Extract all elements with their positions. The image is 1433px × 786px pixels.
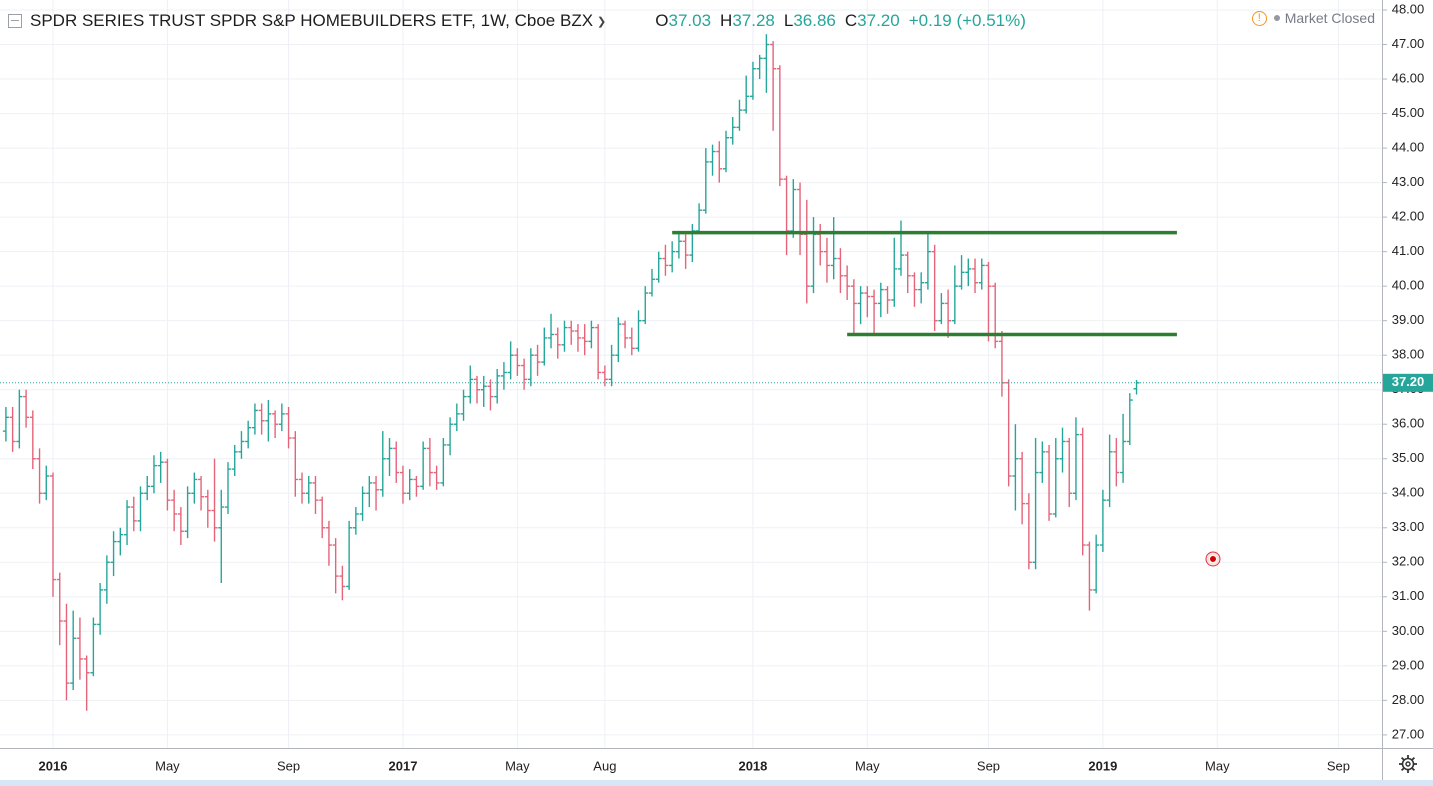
y-tick-label: 29.00 [1392,657,1425,672]
grid [0,0,1382,748]
x-tick-label: May [855,758,880,773]
last-price-label: 37.20 [1392,374,1425,389]
market-status: ! Market Closed [1251,10,1375,26]
y-tick-label: 35.00 [1392,450,1425,465]
symbol-title[interactable]: SPDR SERIES TRUST SPDR S&P HOMEBUILDERS … [30,11,594,30]
settings-icon[interactable] [1399,755,1417,773]
y-tick-label: 33.00 [1392,519,1425,534]
y-tick-label: 34.00 [1392,485,1425,500]
x-tick-label: May [1205,758,1230,773]
x-tick-label: May [155,758,180,773]
y-tick-label: 48.00 [1392,1,1425,16]
y-tick-label: 27.00 [1392,726,1425,741]
x-tick-label: Sep [1327,758,1350,773]
y-tick-label: 44.00 [1392,140,1425,155]
x-tick-label: 2018 [738,758,767,773]
legend-toggle[interactable] [8,14,22,28]
low-value: 36.86 [793,11,836,30]
x-tick-label: Sep [977,758,1000,773]
cursor [1209,555,1217,563]
gear-ring [1401,757,1415,771]
y-tick-label: 47.00 [1392,36,1425,51]
y-tick-label: 42.00 [1392,209,1425,224]
y-tick-label: 46.00 [1392,70,1425,85]
close-value: 37.20 [857,11,900,30]
last-price-box [1383,373,1433,392]
open-key: O [655,11,669,30]
chevron[interactable]: ❯ [597,15,607,28]
y-tick-label: 40.00 [1392,278,1425,293]
y-tick-label: 45.00 [1392,105,1425,120]
warning-icon[interactable]: ! [1251,10,1267,26]
status-dot [1273,15,1280,21]
bottom-strip [0,780,1433,786]
x-tick-label: 2019 [1088,758,1117,773]
x-tick-label: Sep [277,758,300,773]
y-tick-label: 43.00 [1392,174,1425,189]
high-value: 37.28 [732,11,775,30]
x-tick-label: May [505,758,530,773]
x-tick-label: 2016 [39,758,68,773]
y-tick-label: 36.00 [1392,416,1425,431]
y-tick-label: 28.00 [1392,692,1425,707]
high-key: H [720,11,733,30]
close-key: C [844,11,858,30]
y-tick-label: 41.00 [1392,243,1425,258]
x-tick-label: 2017 [389,758,418,773]
y-tick-label: 32.00 [1392,554,1425,569]
legend: SPDR SERIES TRUST SPDR S&P HOMEBUILDERS … [8,9,1026,33]
bars [0,34,1382,711]
y-tick-label: 30.00 [1392,623,1425,638]
low-key: L [783,11,794,30]
gear-hub [1405,761,1411,767]
y-tick-label: 39.00 [1392,312,1425,327]
open-value: 37.03 [668,11,712,30]
gear-teeth [1399,755,1417,773]
axes: 27.00 28.00 29.00 30.00 31.00 32.00 33.00 34.00… [39,1,1433,773]
y-tick-label: 38.00 [1392,347,1425,362]
status-text: Market Closed [1284,10,1375,26]
y-tick-label: 31.00 [1392,588,1425,603]
x-tick-label: Aug [593,758,616,773]
change-value: +0.19 (+0.51%) [908,11,1026,30]
